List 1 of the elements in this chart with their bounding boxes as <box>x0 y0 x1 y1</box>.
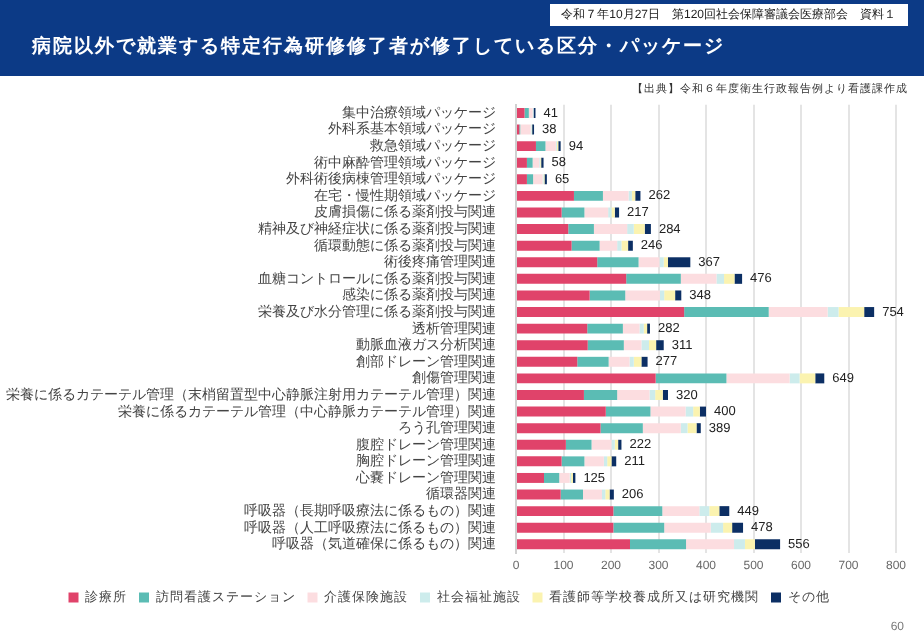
chart-title: 病院以外で就業する特定行為研修修了者が修了している区分・パッケージ <box>32 34 725 60</box>
